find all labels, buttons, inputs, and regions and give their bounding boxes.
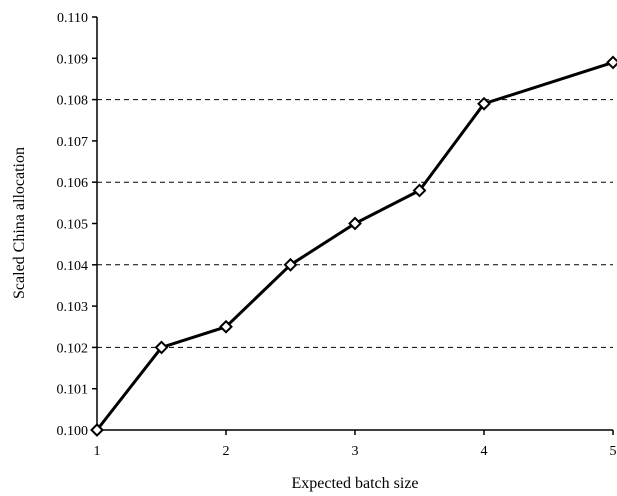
y-tick-label: 0.107 bbox=[57, 135, 89, 150]
y-tick-label: 0.100 bbox=[57, 424, 89, 439]
y-tick-label: 0.102 bbox=[57, 341, 89, 356]
data-point-marker bbox=[219, 319, 233, 334]
x-tick-label: 2 bbox=[223, 444, 230, 459]
series-line bbox=[95, 60, 614, 431]
data-point-marker bbox=[90, 423, 104, 437]
y-tick-label: 0.103 bbox=[57, 300, 89, 315]
x-tick-label: 1 bbox=[94, 444, 101, 459]
x-tick-label: 3 bbox=[352, 444, 359, 459]
x-tick-label: 4 bbox=[481, 444, 488, 459]
x-axis-ticks: 1 2 3 4 5 bbox=[94, 430, 617, 459]
data-point-marker bbox=[412, 183, 427, 198]
data-point-marker bbox=[154, 340, 169, 355]
y-tick-label: 0.108 bbox=[57, 94, 89, 109]
y-axis-title: Scaled China allocation bbox=[11, 147, 28, 299]
data-point-marker bbox=[606, 55, 617, 70]
y-tick-label: 0.101 bbox=[57, 383, 89, 398]
y-axis-ticks: 0.100 0.101 0.102 0.103 0.104 0.105 0.106 0.107… bbox=[57, 11, 97, 439]
y-tick-label: 0.109 bbox=[57, 52, 89, 67]
gridlines bbox=[97, 99, 613, 348]
y-tick-label: 0.106 bbox=[57, 176, 89, 191]
data-point-marker bbox=[283, 257, 298, 272]
y-tick-label: 0.105 bbox=[57, 218, 89, 233]
x-axis-title: Expected batch size bbox=[291, 475, 418, 492]
x-tick-label: 5 bbox=[610, 444, 617, 459]
y-tick-label: 0.104 bbox=[57, 259, 89, 274]
series bbox=[90, 55, 617, 437]
y-tick-label: 0.110 bbox=[57, 11, 88, 26]
data-point-marker bbox=[477, 96, 491, 111]
data-point-marker bbox=[348, 216, 362, 231]
